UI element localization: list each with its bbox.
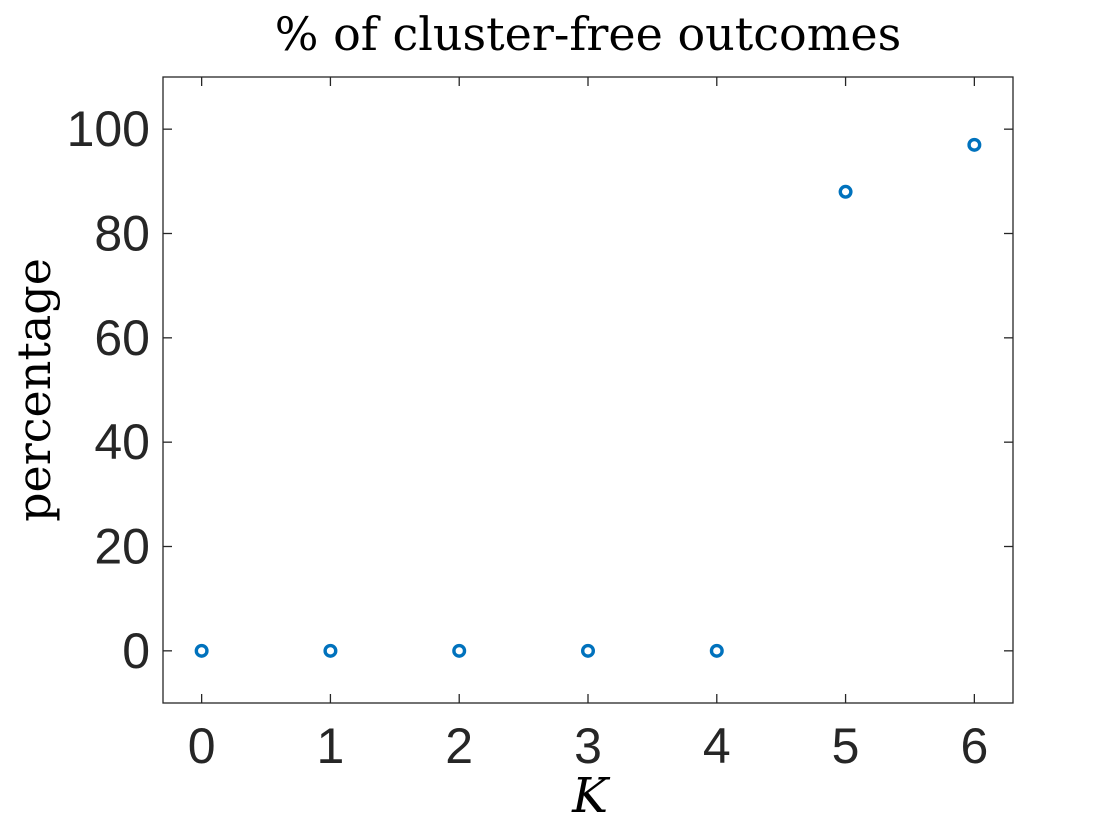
data-point (709, 643, 724, 658)
x-tick-label: 6 (960, 718, 988, 774)
x-tick-label: 3 (574, 718, 602, 774)
y-tick-label: 80 (94, 206, 150, 262)
x-tick-label: 4 (703, 718, 731, 774)
x-tick-label: 2 (445, 718, 473, 774)
y-tick-label: 100 (67, 101, 150, 157)
y-tick-label: 60 (94, 310, 150, 366)
data-point (838, 184, 853, 199)
chart-title: % of cluster-free outcomes (275, 7, 901, 61)
y-tick-label: 40 (94, 414, 150, 470)
y-tick-label: 20 (94, 519, 150, 575)
y-tick-label: 0 (122, 623, 150, 679)
data-point (581, 643, 596, 658)
x-tick-label: 0 (188, 718, 216, 774)
data-point (194, 643, 209, 658)
data-point (323, 643, 338, 658)
data-point (452, 643, 467, 658)
x-tick-label: 5 (832, 718, 860, 774)
axes-box (162, 76, 1014, 704)
data-point (967, 137, 982, 152)
x-axis-label: K (571, 768, 611, 824)
x-tick-label: 1 (317, 718, 345, 774)
y-axis-label: percentage (7, 258, 61, 522)
